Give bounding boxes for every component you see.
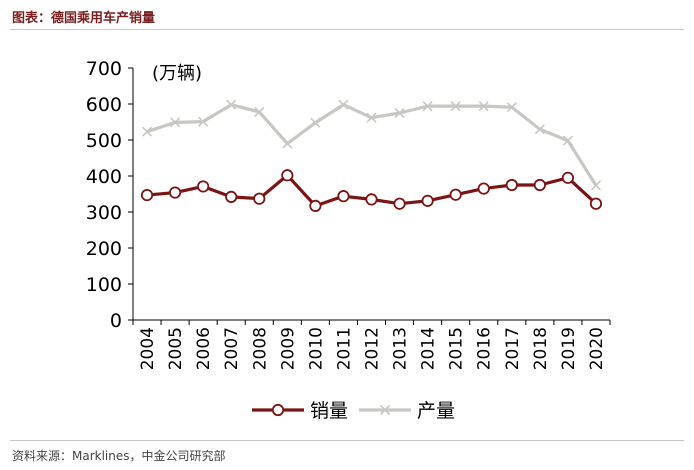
sales-point <box>505 178 518 192</box>
y-tick-label: 300 <box>86 202 122 224</box>
sales-point <box>365 193 378 206</box>
y-axis-unit-label: (万辆) <box>152 63 202 84</box>
production-point <box>310 117 321 128</box>
sales-point <box>309 199 322 212</box>
legend-marker-sales <box>271 403 285 417</box>
legend-label-production: 产量 <box>417 400 455 422</box>
y-tick-label: 400 <box>86 166 122 188</box>
x-tick-label: 2012 <box>363 327 383 370</box>
x-tick-label: 2008 <box>250 327 270 370</box>
figure-title: 图表：德国乘用车产销量 <box>12 11 156 26</box>
production-point <box>422 101 433 112</box>
legend-marker-production <box>379 404 391 416</box>
production-point <box>534 124 545 135</box>
legend: 销量 产量 <box>252 400 455 422</box>
x-tick-label: 2004 <box>138 327 158 370</box>
production-point <box>226 99 237 110</box>
production-point <box>478 101 489 112</box>
sales-point <box>281 169 294 182</box>
x-tick-label: 2010 <box>306 327 326 370</box>
sales-point <box>225 190 238 203</box>
x-tick-label: 2016 <box>475 327 495 370</box>
production-point <box>506 102 517 113</box>
y-tick-label: 200 <box>86 238 122 260</box>
x-tick-label: 2006 <box>194 327 214 370</box>
production-point <box>590 180 602 191</box>
title-divider <box>10 29 684 30</box>
axes: 0 100 200 300 400 500 600 700 2004 2005 2006 2007 20… <box>86 58 611 370</box>
sales-point <box>197 180 210 193</box>
sales-point <box>533 178 546 192</box>
sales-point <box>561 171 575 184</box>
sales-point <box>449 188 462 201</box>
line-chart: 0 100 200 300 400 500 600 700 2004 2005 2006 2007 20… <box>86 58 611 422</box>
sales-point <box>337 190 350 203</box>
sales-point <box>168 186 182 199</box>
production-point <box>170 117 181 128</box>
sales-point <box>253 192 266 205</box>
sales-point <box>477 182 490 195</box>
x-tick-label: 2018 <box>531 327 551 370</box>
x-tick-label: 2014 <box>419 327 439 370</box>
x-tick-label: 2020 <box>587 327 607 370</box>
x-tick-label: 2019 <box>559 327 579 370</box>
production-point <box>282 138 293 149</box>
sales-point <box>589 197 603 210</box>
production-point <box>338 99 349 110</box>
x-tick-label: 2009 <box>278 327 298 370</box>
production-point <box>254 106 265 117</box>
y-tick-label: 500 <box>86 130 122 152</box>
x-tick-label: 2005 <box>166 327 186 370</box>
sales-point <box>140 188 154 202</box>
source-note: 资料来源：Marklines，中金公司研究部 <box>12 449 226 463</box>
production-point <box>366 112 377 123</box>
x-tick-label: 2011 <box>334 327 354 370</box>
production-point <box>394 107 405 119</box>
y-tick-label: 0 <box>110 310 122 332</box>
production-point <box>141 126 153 137</box>
y-tick-label: 100 <box>86 274 122 296</box>
y-tick-label: 700 <box>86 58 122 80</box>
y-tick-label: 600 <box>86 94 122 116</box>
production-point <box>450 101 461 112</box>
x-tick-label: 2015 <box>447 327 467 370</box>
source-divider <box>10 440 684 441</box>
sales-point <box>421 194 434 207</box>
legend-label-sales: 销量 <box>310 400 348 422</box>
x-tick-label: 2013 <box>391 327 411 370</box>
production-point <box>562 135 573 146</box>
x-tick-label: 2017 <box>503 327 523 370</box>
production-point <box>198 116 209 127</box>
x-tick-label: 2007 <box>222 327 242 370</box>
series-layer <box>140 99 603 212</box>
sales-point <box>393 197 406 210</box>
